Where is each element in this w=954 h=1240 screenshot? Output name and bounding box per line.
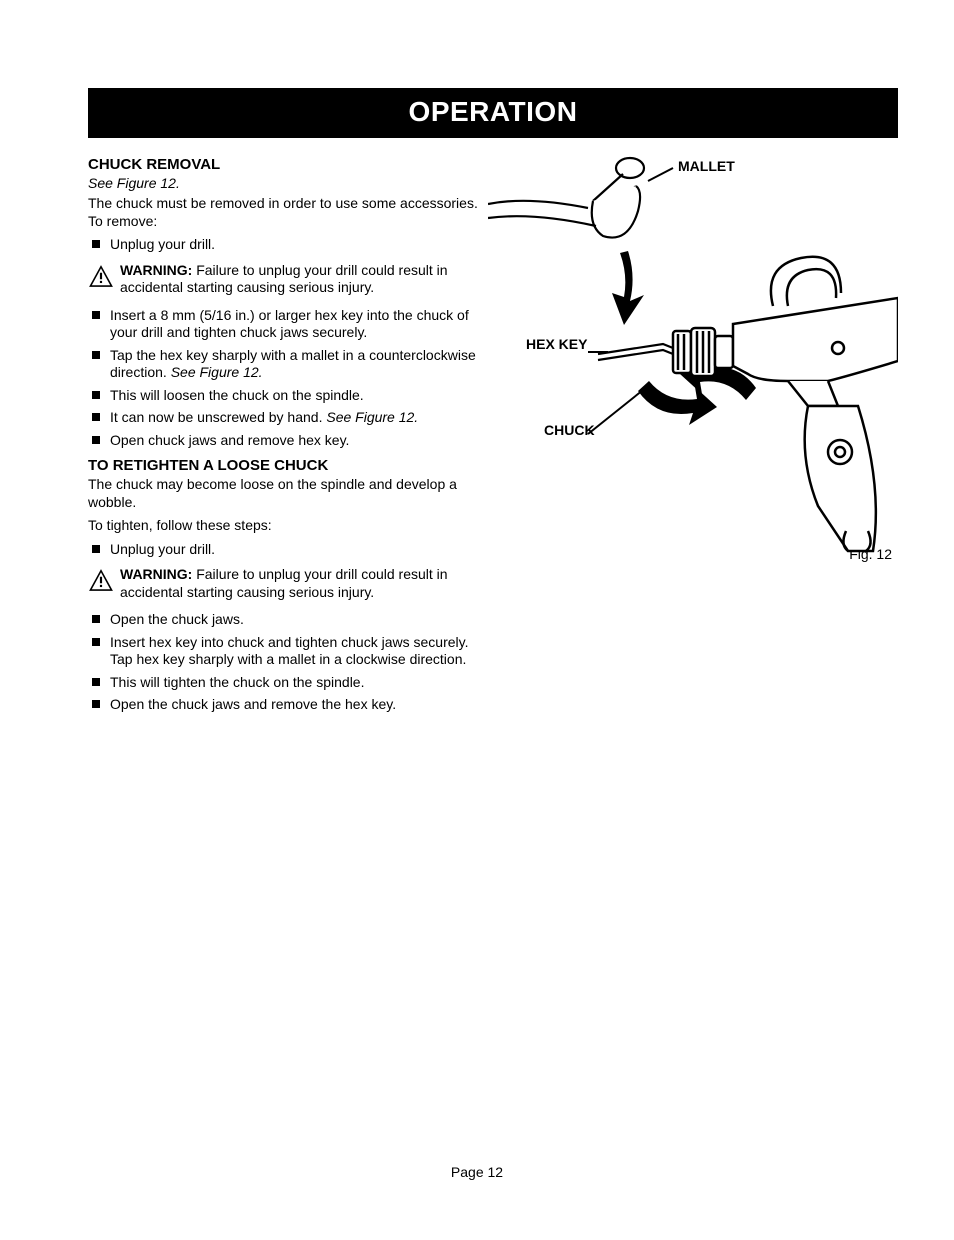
intro-paragraph: The chuck may become loose on the spindl… (88, 476, 482, 511)
heading-retighten: TO RETIGHTEN A LOOSE CHUCK (88, 457, 482, 474)
warning-block: WARNING: Failure to unplug your drill co… (88, 262, 482, 297)
warning-text: WARNING: Failure to unplug your drill co… (120, 262, 482, 297)
list-item: Open the chuck jaws. (88, 611, 482, 629)
left-column: CHUCK REMOVAL See Figure 12. The chuck m… (88, 156, 488, 722)
page-number: Page 12 (0, 1164, 954, 1180)
steps-line: To tighten, follow these steps: (88, 517, 482, 535)
list-item: Unplug your drill. (88, 541, 482, 559)
bullet-list: Insert a 8 mm (5/16 in.) or larger hex k… (88, 307, 482, 450)
bullet-list: Unplug your drill. (88, 541, 482, 559)
intro-paragraph: The chuck must be removed in order to us… (88, 195, 482, 230)
warning-icon (88, 264, 114, 293)
list-item: Open chuck jaws and remove hex key. (88, 432, 482, 450)
warning-text: WARNING: Failure to unplug your drill co… (120, 566, 482, 601)
warning-block: WARNING: Failure to unplug your drill co… (88, 566, 482, 601)
bullet-list: Open the chuck jaws. Insert hex key into… (88, 611, 482, 714)
figure-illustration (488, 156, 898, 556)
see-figure-ref: See Figure 12. (88, 175, 482, 191)
list-item: Insert hex key into chuck and tighten ch… (88, 634, 482, 669)
list-item: This will tighten the chuck on the spind… (88, 674, 482, 692)
list-item: It can now be unscrewed by hand. See Fig… (88, 409, 482, 427)
list-item: Unplug your drill. (88, 236, 482, 254)
list-item: Insert a 8 mm (5/16 in.) or larger hex k… (88, 307, 482, 342)
list-item: This will loosen the chuck on the spindl… (88, 387, 482, 405)
right-column-figure: MALLET HEX KEY CHUCK Fig. 12 (488, 156, 898, 722)
list-item: Open the chuck jaws and remove the hex k… (88, 696, 482, 714)
list-item: Tap the hex key sharply with a mallet in… (88, 347, 482, 382)
bullet-list: Unplug your drill. (88, 236, 482, 254)
content-columns: CHUCK REMOVAL See Figure 12. The chuck m… (88, 156, 898, 722)
heading-chuck-removal: CHUCK REMOVAL (88, 156, 482, 173)
warning-icon (88, 568, 114, 597)
section-banner: OPERATION (88, 88, 898, 138)
